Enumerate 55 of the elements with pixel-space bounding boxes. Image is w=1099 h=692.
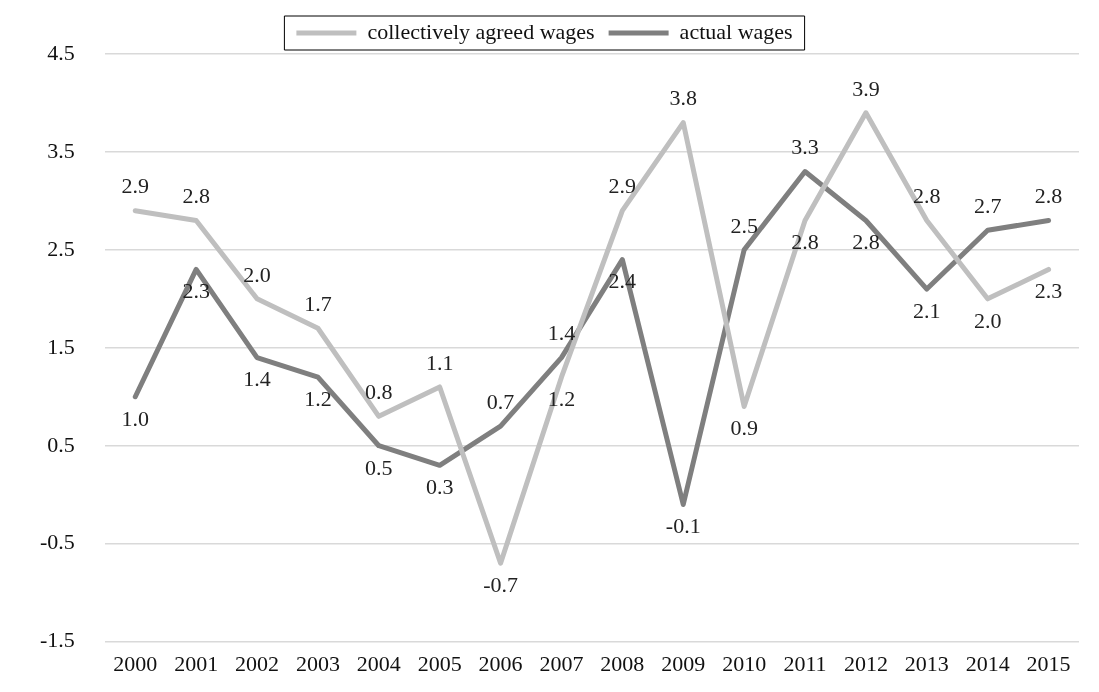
x-tick-label: 2003 xyxy=(295,650,340,676)
x-tick-label: 2008 xyxy=(600,650,645,676)
data-label: 2.8 xyxy=(791,229,819,255)
legend-label: actual wages xyxy=(679,18,793,44)
data-label: 0.9 xyxy=(730,415,758,441)
x-tick-label: 2012 xyxy=(843,650,888,676)
y-tick-label: 4.5 xyxy=(47,39,75,65)
x-tick-label: 2010 xyxy=(722,650,767,676)
x-tick-label: 2006 xyxy=(478,650,523,676)
data-label: 1.4 xyxy=(243,366,271,392)
data-label: 2.0 xyxy=(973,307,1002,333)
data-label: 2.5 xyxy=(730,212,758,238)
data-label: 2.3 xyxy=(1034,278,1063,304)
data-label: 3.8 xyxy=(669,85,697,111)
x-tick-label: 2001 xyxy=(174,650,219,676)
x-tick-label: 2009 xyxy=(661,650,706,676)
x-tick-label: 2002 xyxy=(235,650,280,676)
data-label: 0.3 xyxy=(425,474,454,500)
data-label: 1.7 xyxy=(304,290,332,316)
data-label: 2.8 xyxy=(1034,183,1063,209)
data-label: 3.9 xyxy=(852,75,880,101)
data-label: 2.8 xyxy=(182,183,210,209)
data-label: 2.8 xyxy=(852,229,880,255)
x-tick-label: 2000 xyxy=(113,650,158,676)
data-label: 1.4 xyxy=(547,320,576,346)
data-label: 0.8 xyxy=(365,379,393,405)
data-label: 2.1 xyxy=(913,297,941,323)
x-tick-label: 2005 xyxy=(417,650,462,676)
data-label: 1.0 xyxy=(121,405,150,431)
data-label: 1.2 xyxy=(304,385,332,411)
data-label: -0.1 xyxy=(665,513,701,539)
data-label: 0.7 xyxy=(486,388,515,414)
data-label: 1.1 xyxy=(425,349,454,375)
data-label: 2.0 xyxy=(243,261,271,287)
x-tick-label: 2013 xyxy=(904,650,949,676)
data-label: 2.9 xyxy=(121,173,150,199)
y-tick-label: -1.5 xyxy=(40,627,75,653)
data-label: -0.7 xyxy=(483,572,518,598)
y-tick-label: 1.5 xyxy=(47,333,75,359)
data-label: 0.5 xyxy=(365,454,393,480)
legend-label: collectively agreed wages xyxy=(367,18,595,44)
x-tick-label: 2014 xyxy=(965,650,1010,676)
data-label: 2.9 xyxy=(608,173,637,199)
y-tick-label: -0.5 xyxy=(40,529,75,555)
x-tick-label: 2004 xyxy=(356,650,401,676)
y-tick-label: 0.5 xyxy=(47,431,75,457)
y-tick-label: 3.5 xyxy=(47,137,75,163)
x-tick-label: 2011 xyxy=(783,650,827,676)
data-label: 1.2 xyxy=(547,385,576,411)
x-tick-label: 2007 xyxy=(539,650,584,676)
data-label: 3.3 xyxy=(791,134,819,160)
y-tick-label: 2.5 xyxy=(47,235,75,261)
x-tick-label: 2015 xyxy=(1026,650,1071,676)
data-label: 2.8 xyxy=(913,183,941,209)
data-label: 2.7 xyxy=(973,193,1002,219)
